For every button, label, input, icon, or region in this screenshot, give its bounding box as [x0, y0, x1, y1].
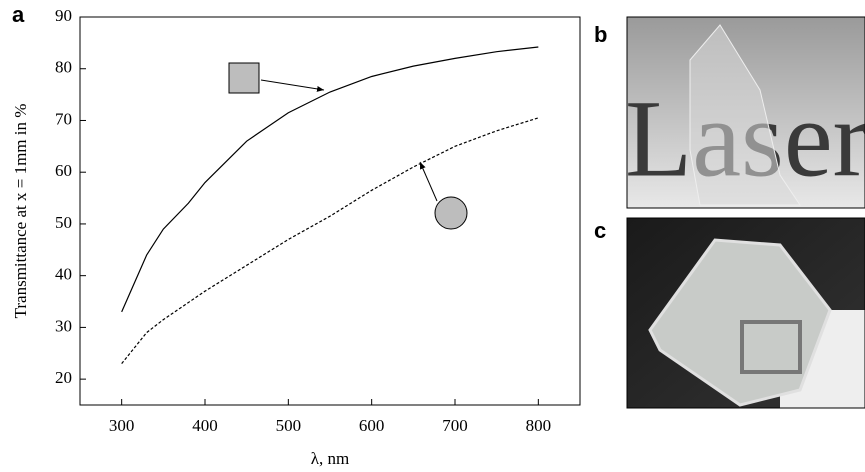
line [121, 117, 539, 364]
panel-label: a [12, 2, 25, 27]
legend-symbol [434, 196, 468, 230]
line [121, 46, 539, 313]
y-tick-label: 20 [55, 368, 72, 387]
x-tick-label: 400 [192, 416, 218, 435]
panel-label: b [594, 22, 607, 47]
y-tick-label: 60 [55, 161, 72, 180]
x-tick-label: 600 [359, 416, 385, 435]
photo-c [626, 217, 865, 409]
x-tick-label: 300 [109, 416, 135, 435]
y-tick-label: 50 [55, 213, 72, 232]
plot-frame [79, 16, 581, 406]
y-tick-label: 30 [55, 316, 72, 335]
y-axis-label: Transmittance at x = 1mm in % [11, 104, 30, 319]
panel-label: c [594, 218, 606, 243]
y-tick-label: 80 [55, 58, 72, 77]
legend-symbol [228, 62, 260, 94]
x-tick-label: 700 [442, 416, 468, 435]
y-tick-label: 70 [55, 109, 72, 128]
arrow [419, 161, 438, 202]
x-axis-label: λ, nm [311, 449, 349, 468]
y-tick-label: 40 [55, 265, 72, 284]
photo-b: Laser [625, 16, 865, 209]
x-tick-label: 500 [276, 416, 302, 435]
arrow [260, 79, 325, 92]
x-tick-label: 800 [526, 416, 552, 435]
y-tick-label: 90 [55, 6, 72, 25]
